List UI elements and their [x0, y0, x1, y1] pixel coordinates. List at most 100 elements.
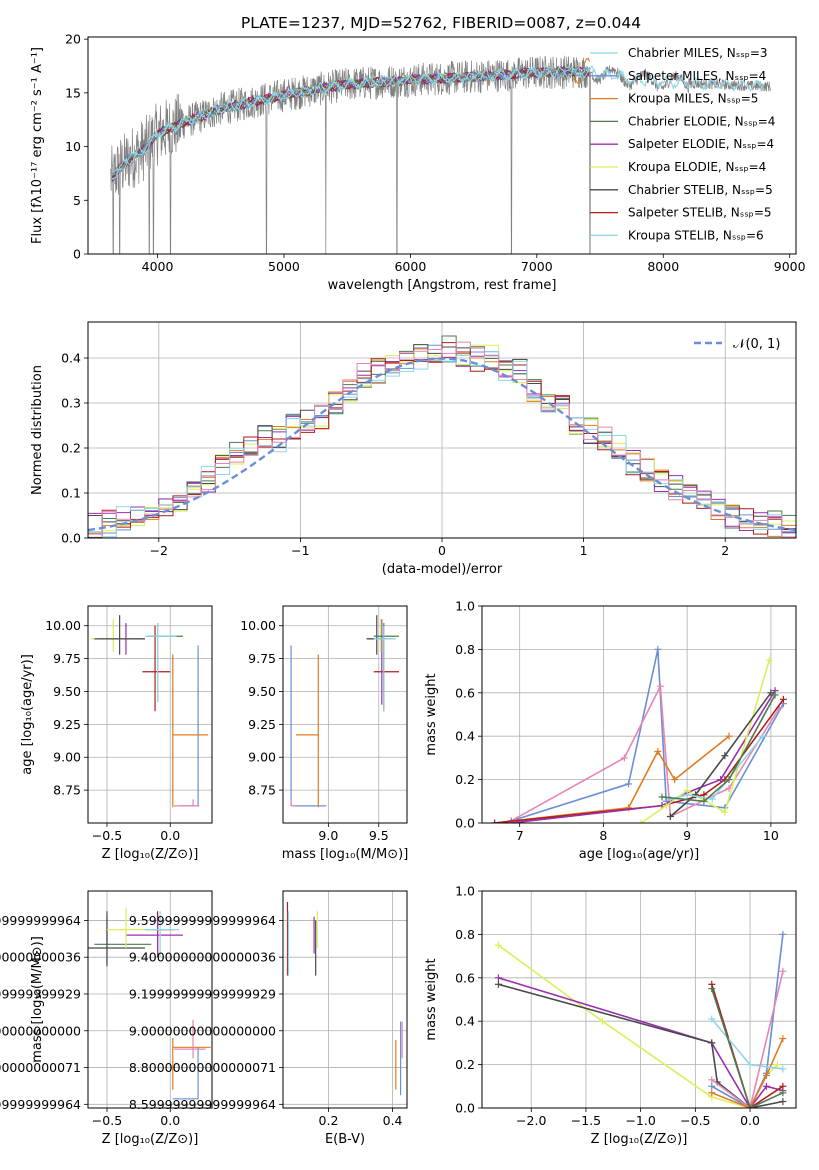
errorbar-point: [373, 625, 396, 712]
x-axis-label: (data-model)/error: [382, 562, 503, 577]
series-marker: [779, 1097, 787, 1105]
y-tick-label: 10.00: [240, 618, 276, 633]
x-tick-label: 7000: [521, 259, 553, 274]
normal-curve: [88, 357, 796, 532]
x-axis-label: Z [log₁₀(Z/Z⊙)]: [591, 1132, 688, 1147]
legend-label: Chabrier MILES, Nₛₛₚ=3: [628, 46, 768, 60]
y-tick-label: 1.0: [455, 599, 475, 614]
legend-label: Kroupa MILES, Nₛₛₚ=5: [628, 92, 758, 106]
x-tick-label: 0.0: [160, 1113, 180, 1128]
plot-area: [494, 930, 787, 1108]
series-marker: [779, 695, 787, 703]
y-tick-label: 0.8: [455, 642, 475, 657]
y-tick-label: 0.6: [455, 685, 475, 700]
y-tick-label: 8.75: [53, 783, 81, 798]
series-line: [661, 694, 776, 803]
x-tick-label: −0.5: [680, 1113, 710, 1128]
series-marker: [654, 645, 662, 653]
y-tick-label: 9.00: [53, 750, 81, 765]
series-marker: [494, 980, 502, 988]
errorbar-point: [125, 916, 183, 954]
x-tick-label: −1: [291, 543, 309, 558]
x-tick-label: 9: [683, 828, 691, 843]
x-tick-label: 0.0: [160, 828, 180, 843]
y-tick-label: 8.59999999999999964: [129, 1097, 276, 1112]
panel-weight-vs-age: 7 8 9 10 0.0 0.2 0.4 0.6 0.8 1.0 age [log₁₀(age/yr…: [424, 599, 797, 862]
y-tick-label: 0.0: [455, 1101, 475, 1116]
model-spectrum: [111, 65, 765, 181]
series-marker: [666, 812, 674, 820]
series-marker: [717, 776, 725, 784]
plot-area: [290, 615, 399, 808]
y-tick-label: 9.59999999999999964: [129, 913, 276, 928]
series-marker: [762, 1071, 770, 1079]
series-marker: [708, 1089, 716, 1097]
errorbar-point: [296, 654, 319, 808]
y-tick-label: 0.4: [455, 729, 475, 744]
series-marker: [637, 819, 645, 823]
x-axis-label: mass [log₁₀(M/M⊙)]: [282, 847, 409, 862]
axes-frame: [87, 321, 797, 539]
y-axis-label: Flux [fλ10⁻¹⁷ erg cm⁻² s⁻¹ A⁻¹]: [30, 47, 45, 244]
errorbar-point: [174, 799, 200, 807]
x-tick-label: 0.0: [740, 1113, 760, 1128]
series-marker: [746, 1061, 754, 1069]
y-tick-label: 9.75: [248, 651, 276, 666]
plot-area: [110, 55, 772, 254]
series-marker: [721, 752, 729, 760]
series-marker: [625, 780, 633, 788]
y-tick-label: 8.80000000000000071: [129, 1060, 276, 1075]
legend-label: Salpeter STELIB, Nₛₛₚ=5: [628, 206, 772, 220]
x-tick-label: 6000: [394, 259, 426, 274]
series-line: [711, 971, 784, 1108]
errorbar-point: [147, 623, 183, 703]
series-marker: [598, 1017, 606, 1025]
errorbar-point: [172, 1038, 211, 1090]
errorbar-point: [172, 1047, 199, 1100]
y-axis-label: age [log₁₀(age/yr)]: [20, 654, 35, 775]
series-marker: [658, 793, 666, 801]
x-axis-label: wavelength [Angstrom, rest frame]: [328, 278, 557, 293]
panel-spectrum: 4000 5000 6000 7000 8000 9000 0 5 10 15 20 waveleng…: [30, 32, 806, 293]
x-tick-label: −1.0: [625, 1113, 655, 1128]
series-marker: [683, 791, 691, 799]
series-marker: [620, 754, 628, 762]
x-tick-label: 0.2: [319, 1113, 339, 1128]
errorbar-point: [370, 619, 391, 653]
x-tick-label: 4000: [142, 259, 174, 274]
series-marker: [494, 941, 502, 949]
x-tick-label: 9.5: [369, 828, 389, 843]
series-marker: [779, 1065, 787, 1073]
x-tick-label: 7: [516, 828, 524, 843]
y-tick-label: 9.00000000000000000: [0, 1023, 81, 1038]
series-line: [710, 984, 784, 1108]
series-marker: [779, 1035, 787, 1043]
panel-residuals: −2 −1 0 1 2 0.0 0.1 0.2 0.3 0.4 (data-model)/error…: [30, 321, 797, 577]
series-marker: [708, 1076, 716, 1084]
series-marker: [771, 691, 779, 699]
y-axis-label: mass weight: [424, 958, 439, 1040]
x-tick-label: −2.0: [516, 1113, 546, 1128]
x-tick-label: 9.0: [318, 828, 338, 843]
y-tick-label: 9.59999999999999964: [0, 913, 81, 928]
y-tick-label: 0.4: [61, 351, 81, 366]
series-line: [711, 1038, 784, 1108]
errorbar-point: [142, 625, 171, 712]
y-tick-label: 0.6: [455, 970, 475, 985]
x-tick-label: −2: [150, 543, 168, 558]
y-tick-label: 15: [65, 85, 81, 100]
errorbar-point: [290, 645, 327, 807]
series-marker: [773, 1061, 781, 1069]
series-marker: [767, 689, 775, 697]
y-tick-label: 9.00000000000000000: [129, 1023, 276, 1038]
plot-area: [286, 902, 403, 1096]
y-tick-label: 8.80000000000000071: [0, 1060, 81, 1075]
x-axis-label: age [log₁₀(age/yr)]: [579, 847, 700, 862]
x-tick-label: 0: [438, 543, 446, 558]
series-marker: [700, 797, 708, 805]
series-marker: [759, 732, 767, 740]
plot-area: [88, 335, 796, 538]
errorbar-point: [174, 1019, 206, 1059]
errorbar-point: [88, 911, 145, 967]
